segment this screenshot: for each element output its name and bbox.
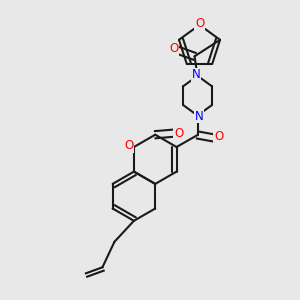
Text: O: O [174,127,183,140]
Text: O: O [214,130,223,143]
Text: O: O [195,17,204,30]
Text: N: N [195,110,203,123]
Text: O: O [124,139,133,152]
Text: O: O [169,42,178,55]
Text: N: N [192,68,200,81]
